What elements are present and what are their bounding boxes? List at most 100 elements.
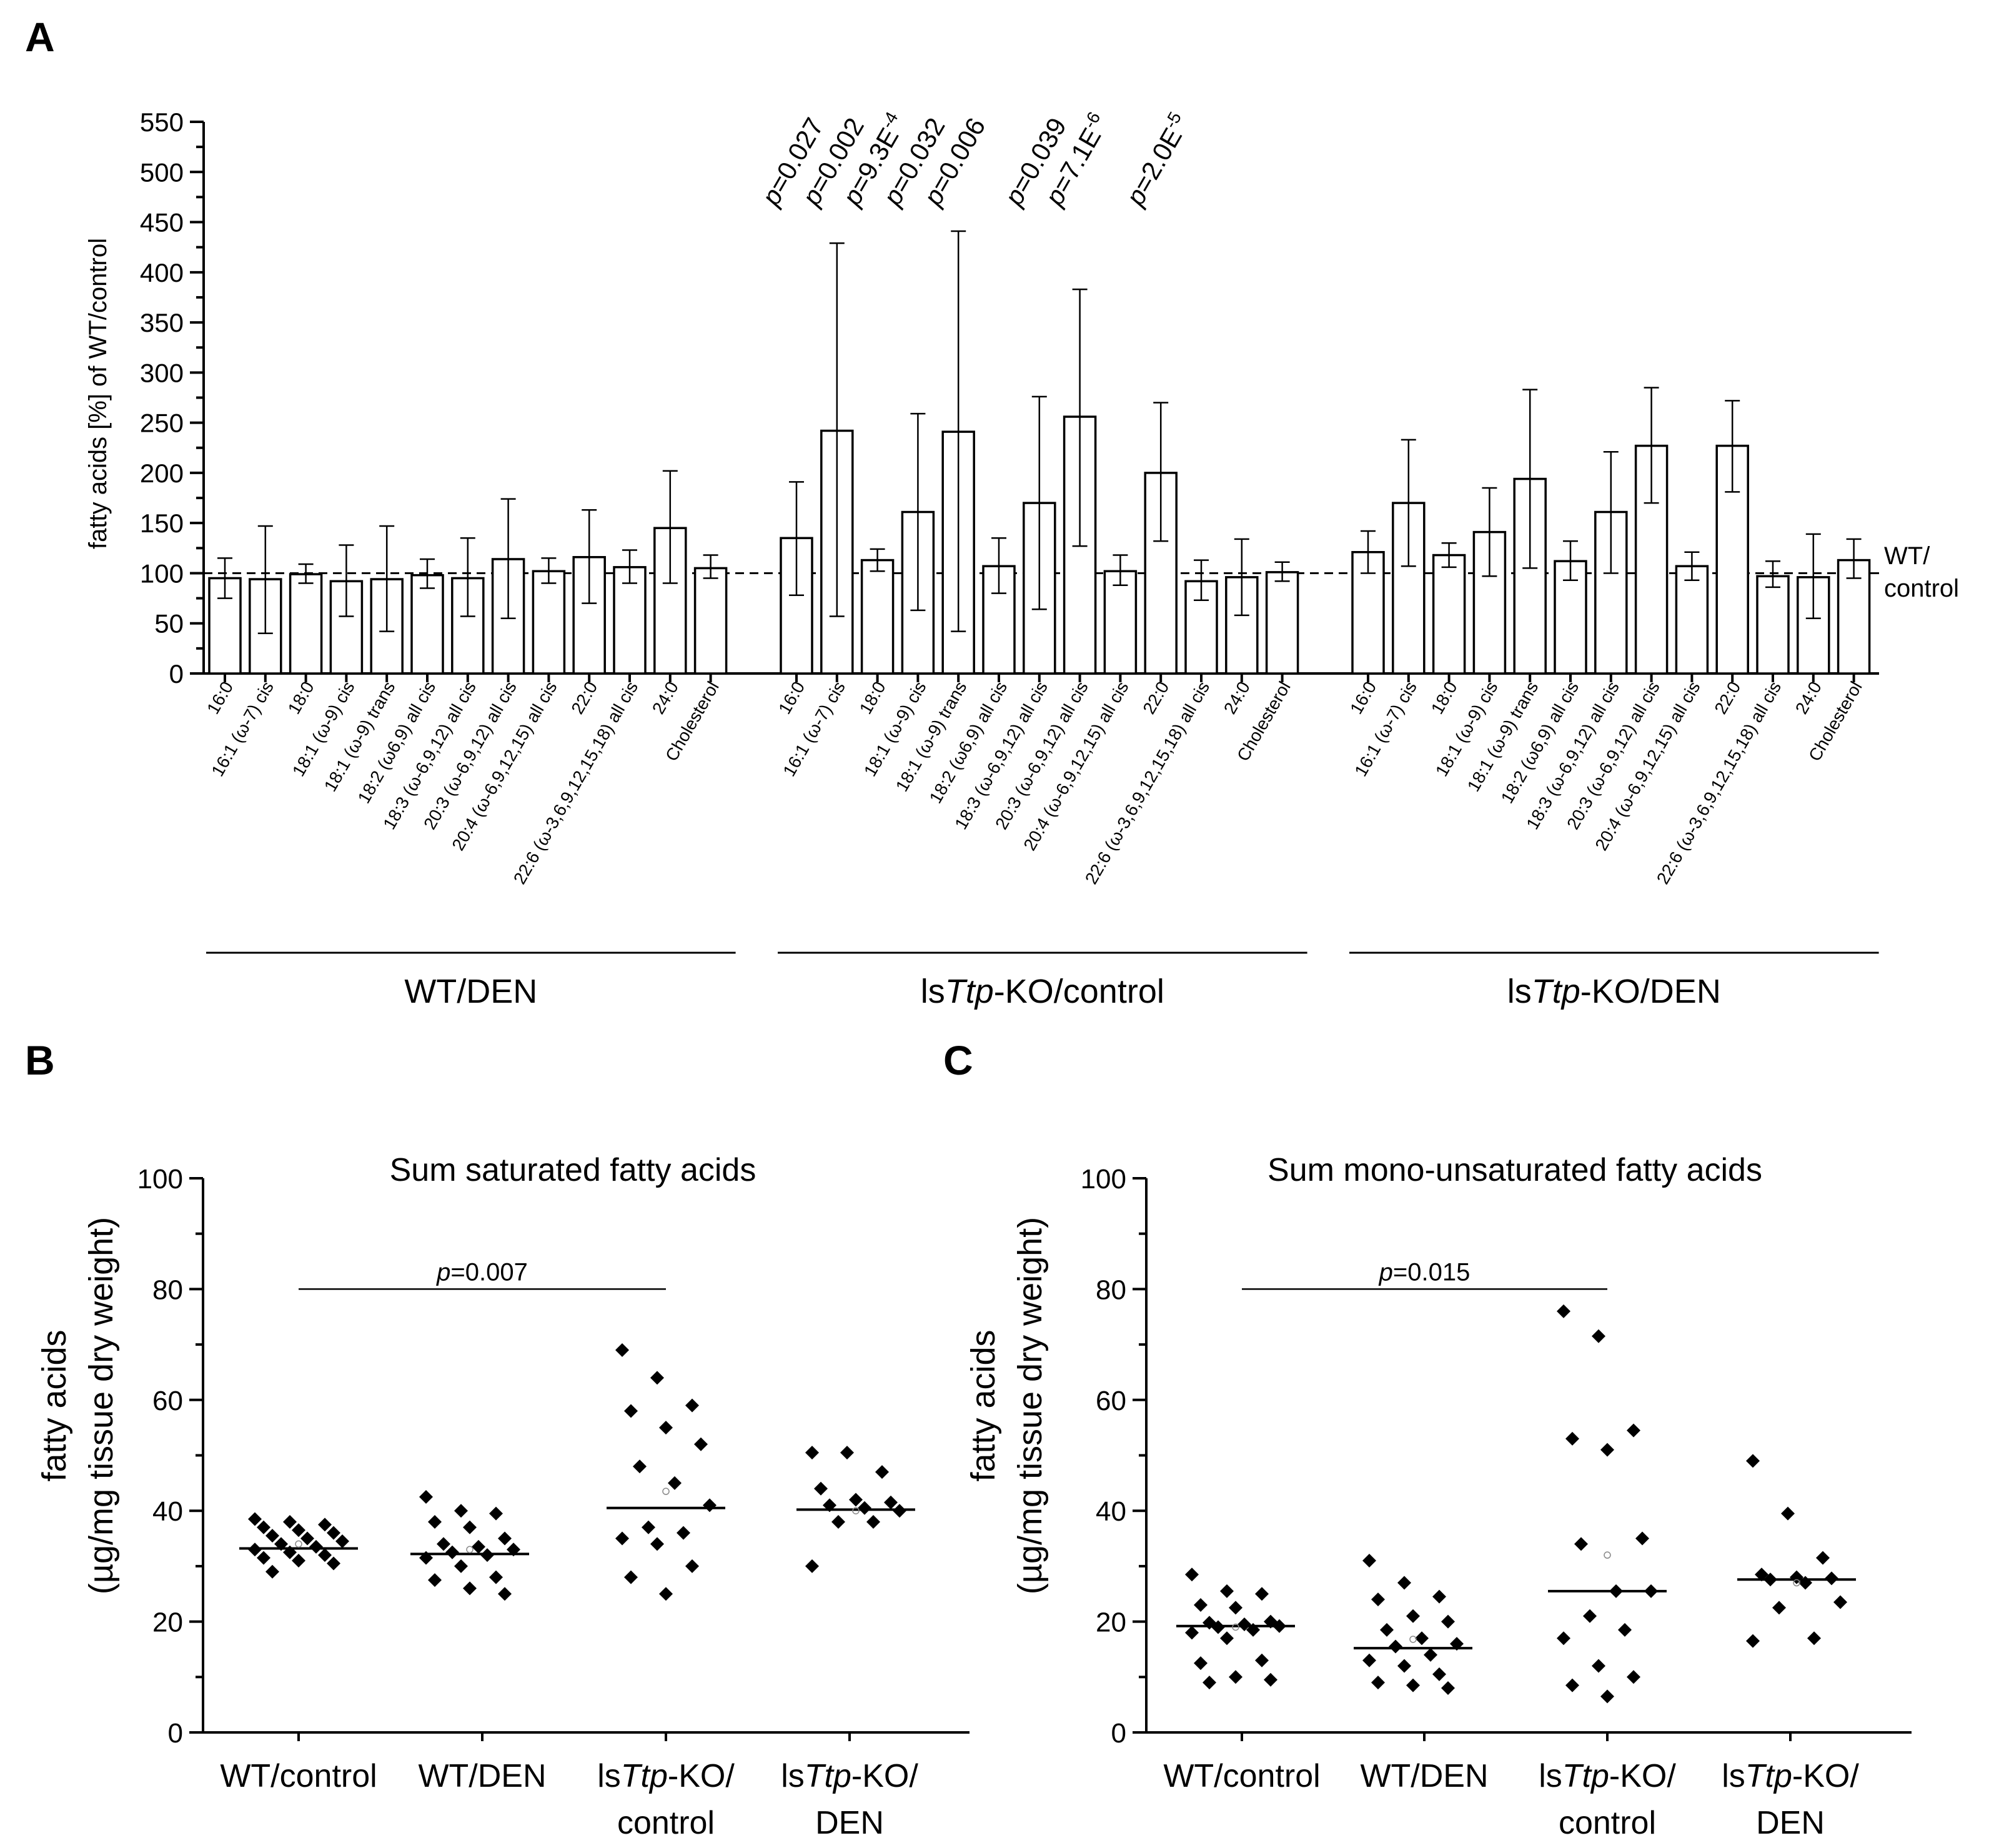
- data-point: [633, 1459, 647, 1474]
- data-point: [1746, 1454, 1760, 1468]
- y-tick-label: 20: [1096, 1607, 1126, 1638]
- data-point: [1185, 1626, 1199, 1640]
- data-point: [1441, 1681, 1455, 1696]
- group-label: lsTtp-KO/control: [921, 973, 1164, 1010]
- data-point: [875, 1465, 889, 1479]
- x-tick-label: 22:0: [1139, 678, 1173, 718]
- data-point: [472, 1539, 485, 1554]
- data-point: [1565, 1678, 1579, 1692]
- data-point: [309, 1539, 323, 1554]
- data-point: [624, 1570, 638, 1584]
- y-tick-label: 40: [152, 1496, 183, 1527]
- data-point: [1255, 1653, 1269, 1667]
- data-point: [694, 1437, 708, 1451]
- data-point: [642, 1520, 655, 1534]
- reference-line-label: control: [1884, 575, 1959, 602]
- data-point: [1432, 1667, 1446, 1681]
- data-point: [1600, 1689, 1614, 1704]
- data-point: [257, 1520, 270, 1534]
- x-tick-label: 18:0: [856, 678, 890, 718]
- panel-c-scatter-chart: Sum mono-unsaturated fatty acids fatty a…: [965, 1152, 1912, 1841]
- x-tick-label: 16:0: [203, 678, 237, 718]
- x-tick-label: 22:0: [567, 678, 601, 718]
- x-category-label: lsTtp-KO/: [1539, 1758, 1676, 1794]
- data-point: [805, 1446, 819, 1460]
- data-point: [1194, 1597, 1208, 1612]
- data-point: [1441, 1614, 1455, 1629]
- data-point: [1220, 1631, 1234, 1646]
- panel-c-y-axis-label: fatty acids: [965, 1329, 1002, 1481]
- data-point: [1592, 1659, 1605, 1673]
- data-point: [265, 1529, 279, 1543]
- y-tick-label: 100: [1081, 1164, 1126, 1195]
- mean-marker: [662, 1488, 670, 1495]
- mean-marker: [1604, 1551, 1611, 1559]
- data-point: [1185, 1567, 1199, 1582]
- panel-b-y-axis-label: fatty acids: [36, 1329, 73, 1481]
- x-category-label: control: [1559, 1805, 1656, 1841]
- y-tick-label: 80: [152, 1274, 183, 1305]
- data-point: [884, 1495, 898, 1509]
- data-point: [1816, 1551, 1830, 1565]
- x-category-label: DEN: [815, 1805, 884, 1841]
- data-point: [454, 1559, 468, 1573]
- panel-c-title: Sum mono-unsaturated fatty acids: [1267, 1152, 1762, 1188]
- data-point: [318, 1518, 332, 1532]
- y-tick-label: 0: [168, 1718, 183, 1749]
- data-point: [1833, 1595, 1847, 1609]
- y-tick-label: 400: [140, 258, 184, 287]
- x-tick-label: 24:0: [1792, 678, 1825, 718]
- mean-marker: [1793, 1579, 1800, 1587]
- data-point: [1415, 1631, 1429, 1646]
- y-tick-label: 100: [137, 1164, 183, 1195]
- data-point: [300, 1531, 314, 1546]
- bar: [1265, 571, 1299, 675]
- data-point: [1371, 1676, 1385, 1690]
- mean-marker: [852, 1507, 860, 1514]
- x-category-label: WT/DEN: [418, 1758, 546, 1794]
- data-point: [703, 1498, 717, 1513]
- data-point: [1600, 1443, 1614, 1457]
- data-point: [1406, 1609, 1420, 1623]
- data-point: [1397, 1659, 1411, 1673]
- data-point: [840, 1446, 854, 1460]
- x-tick-label: 18:0: [284, 678, 318, 718]
- data-point: [489, 1570, 503, 1584]
- y-tick-label: 0: [169, 659, 184, 688]
- data-point: [615, 1531, 629, 1546]
- data-point: [1432, 1589, 1446, 1604]
- data-point: [283, 1514, 297, 1529]
- data-point: [685, 1398, 699, 1413]
- panel-a-y-axis-label: fatty acids [%] of WT/control: [84, 238, 112, 549]
- x-tick-label: 22:0: [1710, 678, 1744, 718]
- data-point: [1574, 1537, 1588, 1551]
- panel-label-a: A: [25, 14, 55, 60]
- data-point: [292, 1523, 305, 1538]
- data-point: [1618, 1622, 1632, 1637]
- y-tick-label: 200: [140, 459, 184, 488]
- bar: [1675, 565, 1709, 675]
- data-point: [257, 1551, 270, 1565]
- x-category-label: lsTtp-KO/: [1722, 1758, 1859, 1794]
- data-point: [1255, 1587, 1269, 1601]
- data-point: [463, 1581, 477, 1596]
- data-point: [1583, 1609, 1597, 1623]
- y-tick-label: 450: [140, 208, 184, 237]
- data-point: [650, 1537, 664, 1551]
- data-point: [624, 1404, 638, 1418]
- panel-b-y-axis-label: (µg/mg tissue dry weight): [82, 1217, 120, 1594]
- x-category-label: lsTtp-KO/: [781, 1758, 918, 1794]
- data-point: [866, 1514, 880, 1529]
- y-tick-label: 20: [152, 1607, 183, 1638]
- y-tick-label: 0: [1111, 1718, 1126, 1749]
- data-point: [1772, 1601, 1786, 1615]
- data-point: [1565, 1431, 1579, 1446]
- group-label: lsTtp-KO/DEN: [1507, 973, 1721, 1010]
- significance-p-value: p=0.015: [1379, 1258, 1471, 1286]
- x-category-label: lsTtp-KO/: [597, 1758, 735, 1794]
- x-category-label: DEN: [1756, 1805, 1825, 1841]
- mean-marker: [1232, 1623, 1239, 1631]
- data-point: [668, 1476, 682, 1490]
- data-point: [428, 1573, 442, 1587]
